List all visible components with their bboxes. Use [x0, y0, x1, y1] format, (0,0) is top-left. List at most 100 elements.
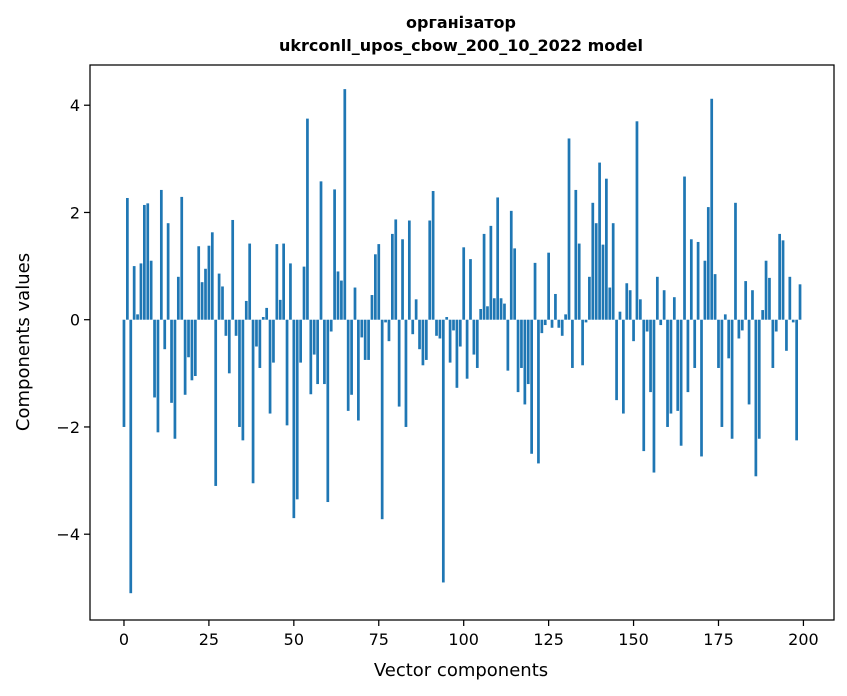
bar-138	[591, 202, 595, 320]
bar-190	[768, 277, 771, 320]
bar-155	[649, 319, 652, 393]
bar-65	[343, 89, 347, 320]
bars	[122, 89, 802, 594]
bar-89	[424, 319, 428, 360]
x-axis-label: Vector components	[374, 660, 548, 681]
bar-126	[550, 319, 554, 328]
bar-23	[200, 282, 204, 320]
x-tick-label: 125	[533, 630, 564, 649]
bar-7	[146, 203, 150, 320]
bar-33	[234, 319, 238, 336]
bar-149	[628, 290, 632, 320]
bar-121	[533, 262, 537, 320]
bar-198	[795, 319, 798, 441]
bar-118	[523, 319, 527, 405]
bar-19	[187, 319, 190, 358]
bar-115	[513, 248, 517, 320]
bar-31	[227, 319, 231, 374]
bar-176	[720, 319, 724, 427]
bar-80	[394, 219, 398, 320]
bar-102	[469, 259, 472, 320]
bar-6	[143, 204, 146, 320]
bar-91	[431, 191, 435, 320]
bar-122	[537, 319, 540, 464]
bar-20	[190, 319, 194, 381]
bar-146	[618, 311, 622, 320]
bar-145	[615, 319, 618, 401]
bar-36	[244, 300, 248, 320]
bar-1	[126, 197, 129, 320]
bar-171	[703, 260, 707, 320]
bar-70	[360, 319, 364, 338]
bar-168	[693, 319, 697, 368]
bar-26	[210, 232, 214, 320]
bar-15	[173, 319, 177, 439]
bar-29	[221, 286, 224, 320]
bar-106	[482, 233, 486, 320]
y-axis-ticks: −4 −2 0 2 4	[56, 96, 90, 544]
bar-109	[492, 298, 496, 320]
bar-148	[625, 283, 629, 320]
bar-144	[611, 223, 615, 320]
bar-72	[367, 319, 370, 360]
bar-141	[601, 244, 605, 320]
bar-11	[159, 189, 163, 320]
bar-178	[727, 319, 731, 359]
bar-67	[350, 319, 353, 395]
bar-99	[458, 319, 462, 347]
bar-16	[176, 276, 180, 320]
bar-163	[676, 319, 680, 411]
bar-25	[207, 245, 211, 320]
bar-66	[346, 319, 350, 411]
bar-88	[421, 319, 425, 366]
bar-157	[655, 276, 659, 320]
x-axis-ticks: 0 25 50 75 100 125 150 175 200	[119, 620, 819, 649]
bar-30	[224, 319, 228, 336]
bar-44	[272, 319, 275, 363]
bar-170	[700, 319, 703, 457]
bar-63	[336, 271, 340, 320]
x-tick-label: 150	[618, 630, 649, 649]
bar-24	[204, 268, 207, 320]
bar-167	[689, 239, 693, 320]
bar-101	[465, 319, 469, 379]
bar-38	[251, 319, 255, 484]
bar-87	[418, 319, 421, 350]
bar-77	[384, 319, 387, 323]
bar-162	[672, 297, 676, 320]
y-tick-label: −4	[56, 525, 80, 544]
bar-191	[771, 319, 775, 368]
bar-183	[744, 281, 748, 320]
bar-90	[428, 220, 432, 320]
bar-21	[193, 319, 197, 377]
bar-117	[520, 319, 523, 368]
bar-114	[509, 210, 513, 320]
bar-189	[764, 260, 768, 320]
bar-75	[377, 244, 381, 320]
bar-2	[129, 319, 133, 594]
bar-4	[136, 314, 139, 320]
x-tick-label: 200	[788, 630, 819, 649]
bar-13	[166, 223, 170, 320]
bar-143	[608, 287, 612, 320]
bar-160	[666, 319, 669, 427]
bar-164	[679, 319, 683, 446]
bar-147	[622, 319, 625, 414]
bar-188	[761, 310, 765, 320]
bar-82	[401, 239, 404, 320]
x-tick-label: 175	[703, 630, 734, 649]
bar-140	[598, 162, 601, 320]
bar-96	[448, 319, 452, 363]
bar-182	[740, 319, 744, 331]
bar-32	[231, 219, 235, 320]
bar-154	[645, 319, 649, 332]
bar-61	[329, 319, 333, 332]
x-tick-label: 75	[369, 630, 389, 649]
bar-169	[696, 241, 700, 320]
bar-186	[754, 319, 758, 477]
bar-129	[560, 319, 564, 336]
bar-28	[217, 273, 221, 320]
bar-110	[496, 197, 500, 320]
bar-103	[472, 319, 476, 355]
